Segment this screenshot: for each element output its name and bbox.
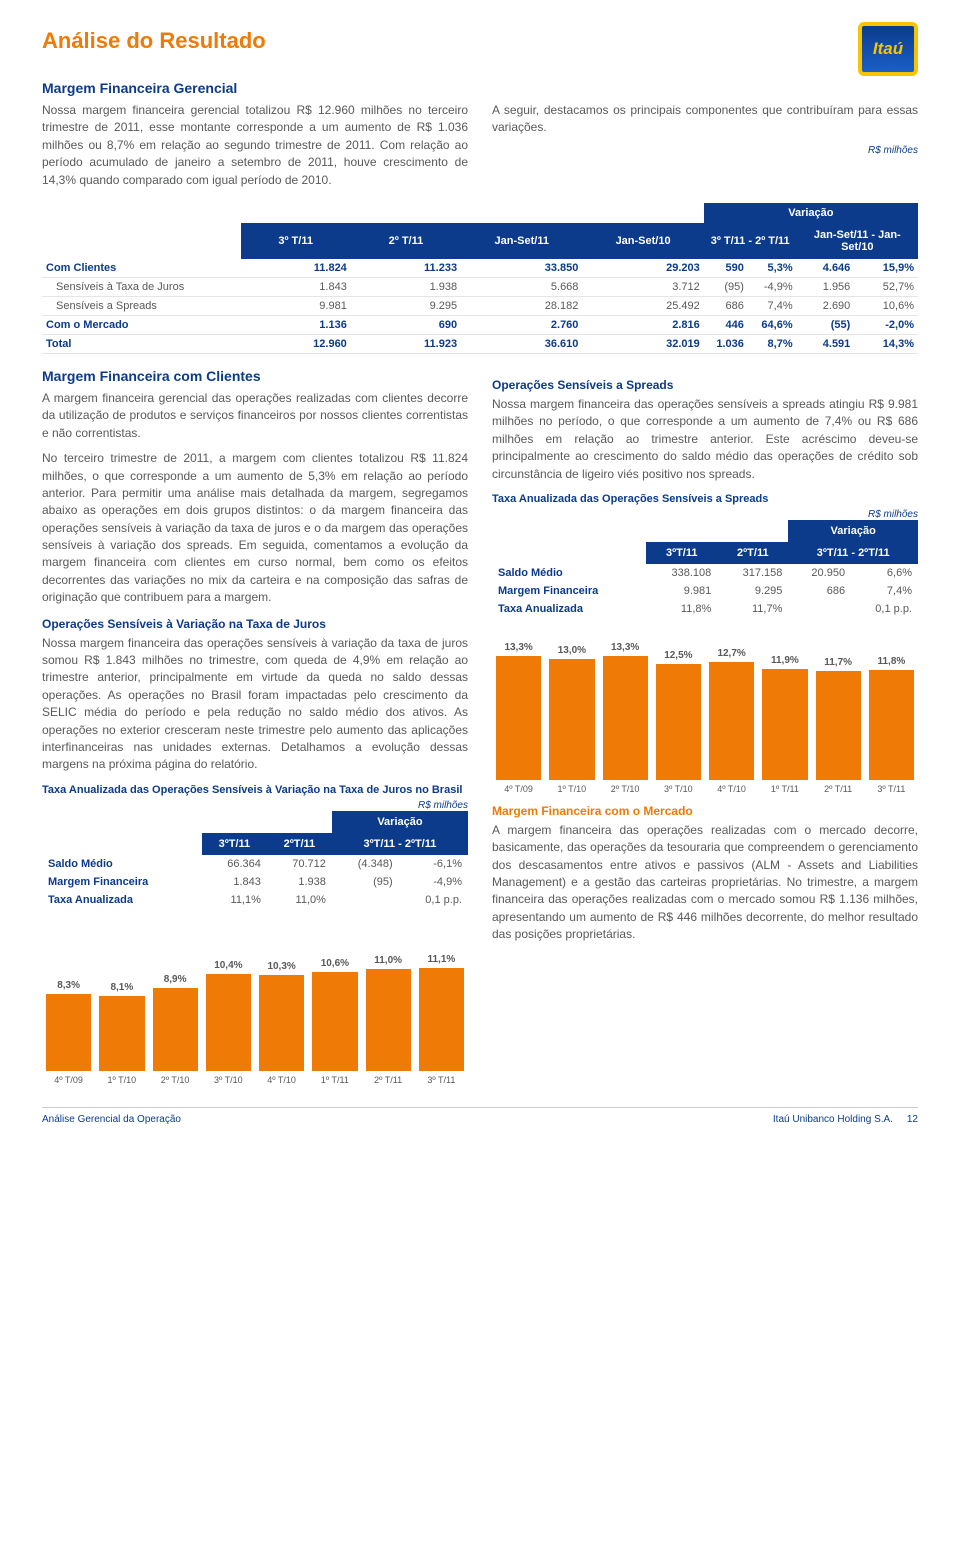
mercado-heading: Margem Financeira com o Mercado [492, 804, 918, 818]
footer-page: 12 [907, 1114, 918, 1125]
footer-right: Itaú Unibanco Holding S.A. [773, 1114, 893, 1125]
juros-table-unit: R$ milhões [42, 800, 468, 811]
page-title: Análise do Resultado [42, 28, 918, 54]
spreads-p: Nossa margem financeira das operações se… [492, 396, 918, 483]
spreads-heading: Operações Sensíveis a Spreads [492, 378, 918, 392]
mercado-p: A margem financeira das operações realiz… [492, 822, 918, 944]
section2-p2: No terceiro trimestre de 2011, a margem … [42, 450, 468, 607]
juros-p: Nossa margem financeira das operações se… [42, 635, 468, 774]
section2-heading: Margem Financeira com Clientes [42, 368, 468, 384]
footer-left: Análise Gerencial da Operação [42, 1114, 181, 1125]
juros-table-variacao: Variação [332, 811, 468, 833]
juros-heading: Operações Sensíveis à Variação na Taxa d… [42, 617, 468, 631]
section1-unit: R$ milhões [492, 145, 918, 156]
chart-juros: 8,3%4º T/098,1%1º T/108,9%2º T/1010,4%3º… [42, 915, 468, 1085]
chart-spreads: 13,3%4º T/0913,0%1º T/1013,3%2º T/1012,5… [492, 624, 918, 794]
section2-p1: A margem financeira gerencial das operaç… [42, 390, 468, 442]
spreads-table-title: Taxa Anualizada das Operações Sensíveis … [492, 493, 918, 505]
juros-table: Variação 3ºT/112ºT/113ºT/11 - 2ºT/11 Sal… [42, 811, 468, 909]
juros-table-title: Taxa Anualizada das Operações Sensíveis … [42, 784, 468, 796]
logo: Itaú [858, 22, 918, 76]
spreads-table-variacao: Variação [788, 520, 918, 542]
footer: Análise Gerencial da Operação Itaú Uniba… [42, 1107, 918, 1125]
main-table-variacao: Variação [704, 203, 918, 223]
spreads-table: Variação 3ºT/112ºT/113ºT/11 - 2ºT/11 Sal… [492, 520, 918, 618]
section1-right: A seguir, destacamos os principais compo… [492, 102, 918, 137]
spreads-table-unit: R$ milhões [492, 509, 918, 520]
main-table: Variação 3º T/112º T/11Jan-Set/11Jan-Set… [42, 203, 918, 354]
section1-left: Nossa margem financeira gerencial totali… [42, 102, 468, 189]
section1-heading: Margem Financeira Gerencial [42, 80, 918, 96]
